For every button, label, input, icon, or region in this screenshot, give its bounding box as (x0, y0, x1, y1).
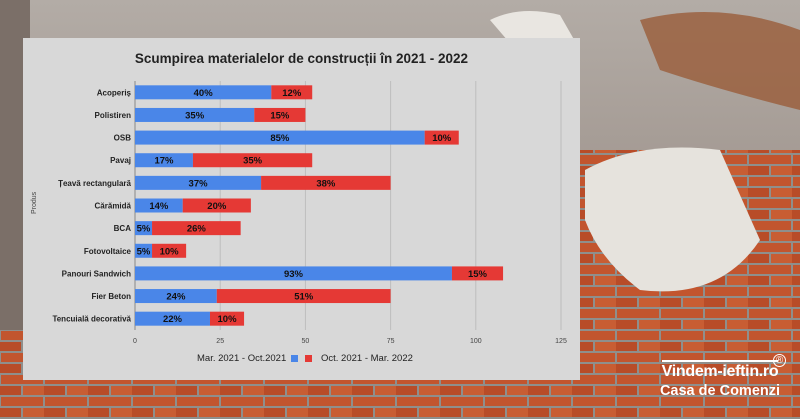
bar-chart: 0 25 50 75 100 125 Acoperiș 40% 12% Polistiren 35%… (52, 81, 567, 345)
legend-swatch-series-1 (291, 355, 298, 362)
bar-s1-8 (135, 266, 452, 281)
data-label-s1-6: 5% (137, 224, 151, 235)
category-label-1: Polistiren (95, 111, 132, 120)
chart-card: Scumpirea materialelor de construcții în… (23, 38, 580, 380)
brand-logo: ® Vindem-ieftin.ro Casa de Comenzi (650, 354, 790, 399)
data-label-s2-1: 15% (270, 110, 290, 121)
bar-s1-0 (135, 85, 272, 100)
bar-s2-2 (424, 130, 459, 145)
chart-title: Scumpirea materialelor de construcții în… (134, 51, 469, 66)
bar-s1-10 (135, 311, 210, 326)
data-label-s1-4: 37% (189, 178, 209, 189)
data-label-s1-7: 5% (137, 246, 151, 257)
data-label-s1-2: 85% (270, 133, 290, 144)
data-label-s2-10: 10% (218, 314, 238, 325)
legend-label-series-1: Mar. 2021 - Oct.2021 (197, 353, 287, 364)
category-label-4: Țeavă rectangulară (58, 179, 131, 188)
bar-s2-7 (152, 243, 187, 258)
registered-mark: ® (773, 354, 786, 367)
category-label-5: Cărămidă (95, 202, 132, 211)
bar-s1-4 (135, 175, 262, 190)
bar-s1-5 (135, 198, 183, 213)
data-label-s1-0: 40% (194, 88, 214, 99)
x-tick-label-1: 25 (216, 338, 224, 345)
data-label-s2-8: 15% (468, 269, 488, 280)
data-label-s1-3: 17% (154, 156, 174, 167)
bar-s1-6 (135, 221, 153, 236)
brand-site-name: Vindem-ieftin.ro (661, 360, 779, 381)
bar-s2-8 (451, 266, 504, 281)
data-label-s1-10: 22% (163, 314, 183, 325)
data-label-s2-6: 26% (187, 224, 207, 235)
legend: Mar. 2021 - Oct.2021 Oct. 2021 - Mar. 20… (23, 353, 580, 371)
bar-s1-3 (135, 153, 193, 168)
bar-s1-1 (135, 107, 255, 122)
data-label-s1-9: 24% (166, 292, 186, 303)
data-label-s1-5: 14% (149, 201, 169, 212)
bar-s2-6 (152, 221, 241, 236)
category-label-10: Tencuială decorativă (52, 315, 131, 324)
legend-label-series-2: Oct. 2021 - Mar. 2022 (321, 353, 413, 364)
bar-s2-4 (261, 175, 391, 190)
data-label-s2-4: 38% (316, 178, 336, 189)
bar-s1-9 (135, 289, 217, 304)
x-tick-label-4: 100 (470, 338, 482, 345)
x-tick-label-2: 50 (302, 338, 310, 345)
data-label-s2-7: 10% (160, 246, 180, 257)
category-label-3: Pavaj (110, 156, 131, 165)
category-label-9: Fier Beton (91, 292, 131, 301)
x-tick-label-0: 0 (133, 338, 137, 345)
legend-swatch-series-2 (305, 355, 312, 362)
category-label-6: BCA (114, 224, 132, 233)
bar-s2-9 (216, 289, 391, 304)
data-label-s2-5: 20% (207, 201, 227, 212)
bar-s2-5 (182, 198, 251, 213)
x-tick-label-3: 75 (387, 338, 395, 345)
x-tick-label-5: 125 (555, 338, 567, 345)
category-label-7: Fotovoltaice (84, 247, 132, 256)
data-label-s2-9: 51% (294, 292, 314, 303)
bar-s2-1 (254, 107, 306, 122)
data-label-s2-2: 10% (432, 133, 452, 144)
category-label-8: Panouri Sandwich (62, 269, 131, 278)
bar-s2-3 (192, 153, 313, 168)
bar-s2-10 (209, 311, 245, 326)
bar-s1-7 (135, 243, 153, 258)
bar-s2-0 (271, 85, 313, 100)
data-label-s1-8: 93% (284, 269, 304, 280)
data-label-s1-1: 35% (185, 110, 205, 121)
bar-s1-2 (135, 130, 425, 145)
category-label-2: OSB (114, 134, 132, 143)
category-label-0: Acoperiș (97, 88, 132, 97)
brand-tagline: Casa de Comenzi (659, 383, 781, 399)
data-label-s2-0: 12% (282, 88, 302, 99)
data-label-s2-3: 35% (243, 156, 263, 167)
